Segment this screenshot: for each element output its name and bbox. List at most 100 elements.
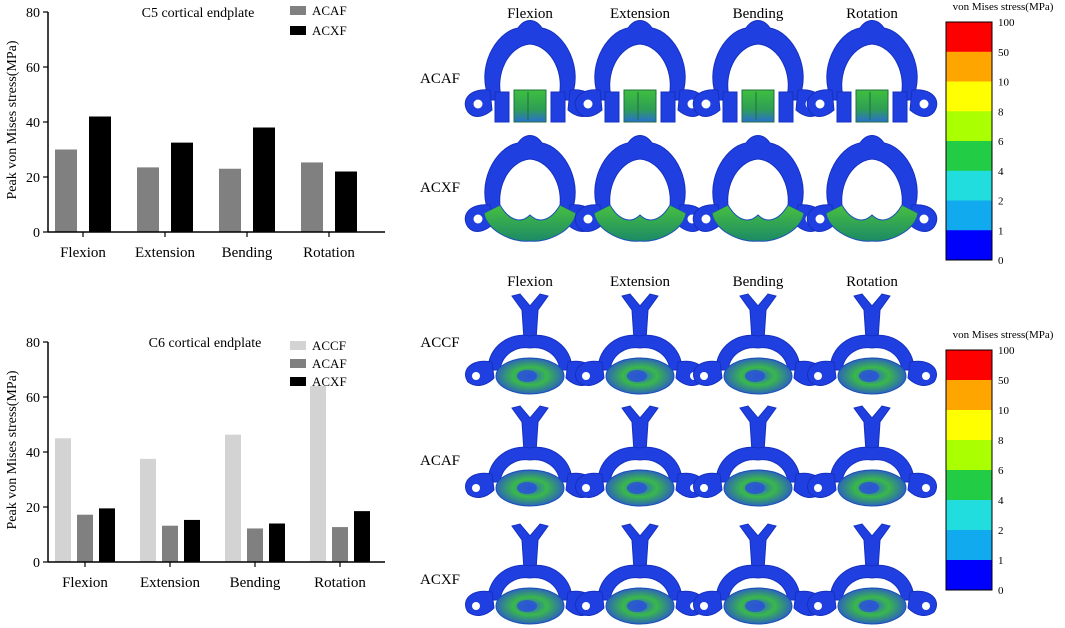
row-label: ACAF [420, 71, 460, 87]
left-transverse-process [575, 472, 605, 498]
column-label: Extension [610, 6, 670, 22]
bar-acaf-bending [247, 528, 263, 562]
bar-acxf-rotation [335, 171, 357, 232]
colorbar-tick-label: 0 [998, 585, 1004, 597]
posterior-arch [594, 135, 686, 216]
spinous-process [739, 523, 777, 571]
vertebra-c6 [575, 293, 705, 395]
chart-legend: ACAF ACXF [290, 3, 347, 38]
left-foramen [700, 602, 708, 610]
left-foramen [472, 372, 480, 380]
axes [47, 342, 385, 563]
colorbar-segment [946, 470, 992, 501]
bar-series-group [55, 386, 370, 562]
bar-series-group [55, 116, 357, 232]
colorbar-frame [945, 21, 993, 261]
colorbar-segment [946, 111, 992, 142]
colorbar-tick-label: 1 [998, 225, 1004, 237]
colorbar-tick-label: 0 [998, 255, 1004, 267]
row-label: ACXF [420, 180, 460, 196]
posterior-arch [712, 135, 804, 216]
y-axis-ticks: 0 20 40 60 80 [26, 6, 48, 241]
left-foramen [701, 214, 711, 224]
colorbar-segment [946, 22, 992, 53]
chart-c5-cortical-endplate: C5 cortical endplate Peak von Mises stre… [5, 3, 385, 261]
colorbar-title: von Mises stress(MPa) [953, 1, 1054, 13]
vertebra-c6 [807, 405, 937, 507]
colorbar-tick-label: 8 [998, 106, 1004, 118]
stress-spot [627, 482, 647, 494]
colorbar-tick-label: 100 [998, 17, 1015, 29]
spinous-process [739, 405, 777, 453]
left-foramen [815, 99, 825, 109]
y-tick-label: 20 [26, 171, 40, 186]
column-label: Rotation [846, 6, 898, 22]
left-transverse-process [693, 360, 723, 386]
posterior-arch [712, 20, 804, 101]
right-endplate [550, 91, 566, 123]
x-tick-label: Bending [222, 245, 273, 261]
left-transverse-process [693, 590, 723, 616]
stress-spot [517, 600, 537, 612]
cage-implant [623, 89, 657, 123]
stress-spot [627, 370, 647, 382]
colorbar-tick-label: 2 [998, 525, 1004, 537]
left-transverse-process [807, 590, 837, 616]
vertebra-c6 [575, 405, 705, 507]
bar-acxf-flexion [89, 116, 111, 232]
colorbar-tick-label: 1 [998, 555, 1004, 567]
left-endplate [722, 91, 738, 123]
legend-swatch-acxf [290, 377, 306, 386]
x-tick-label: Bending [230, 575, 281, 591]
row-label: ACXF [420, 572, 460, 588]
column-label: Rotation [846, 274, 898, 290]
right-endplate [892, 91, 908, 123]
right-foramen [922, 484, 930, 492]
legend-swatch-accf [290, 341, 306, 350]
bar-acxf-bending [269, 523, 285, 562]
bar-accf-extension [140, 458, 156, 562]
spinous-process [853, 405, 891, 453]
axes [47, 12, 385, 233]
spinous-process [739, 293, 777, 341]
column-label: Flexion [507, 274, 553, 290]
column-label: Bending [733, 6, 784, 22]
vertebra-c6 [465, 523, 595, 625]
colorbar-tick-label: 4 [998, 495, 1004, 507]
left-foramen [701, 99, 711, 109]
fem-panel-c5: Flexion Extension Bending Rotation ACAF ACXF… [420, 1, 1054, 267]
spinous-process [621, 293, 659, 341]
vertebral-body [593, 204, 687, 242]
colorbar-tick-label: 8 [998, 435, 1004, 447]
spinous-process [853, 523, 891, 571]
vertebra-c6 [465, 405, 595, 507]
right-transverse-process [907, 590, 937, 616]
vertebra-c5 [574, 135, 706, 242]
column-labels: Flexion Extension Bending Rotation [507, 274, 898, 290]
chart-c6-cortical-endplate: C6 cortical endplate Peak von Mises stre… [5, 336, 385, 591]
x-tick-label: Extension [140, 575, 200, 591]
posterior-arch [826, 135, 918, 216]
bar-acaf-rotation [301, 162, 323, 232]
bar-acaf-extension [162, 525, 178, 562]
left-foramen [472, 484, 480, 492]
posterior-arch [484, 135, 576, 216]
colorbar-tick-label: 4 [998, 166, 1004, 178]
spinous-process [853, 293, 891, 341]
left-foramen [700, 372, 708, 380]
legend-swatch-acaf [290, 359, 306, 368]
y-axis-label: Peak von Mises stress(MPa) [5, 40, 20, 199]
bar-acaf-extension [137, 167, 159, 232]
x-tick-label: Rotation [314, 575, 366, 591]
right-transverse-process [907, 360, 937, 386]
colorbar-segment [946, 230, 992, 261]
vertebra-c6 [575, 523, 705, 625]
left-transverse-process [693, 472, 723, 498]
legend-label: ACAF [312, 3, 347, 18]
row-labels: ACAF ACXF [420, 71, 460, 196]
vertebral-body [825, 204, 919, 242]
colorbar-tick-label: 50 [998, 47, 1010, 59]
colorbar-segment [946, 560, 992, 591]
colorbar-segment [946, 81, 992, 112]
